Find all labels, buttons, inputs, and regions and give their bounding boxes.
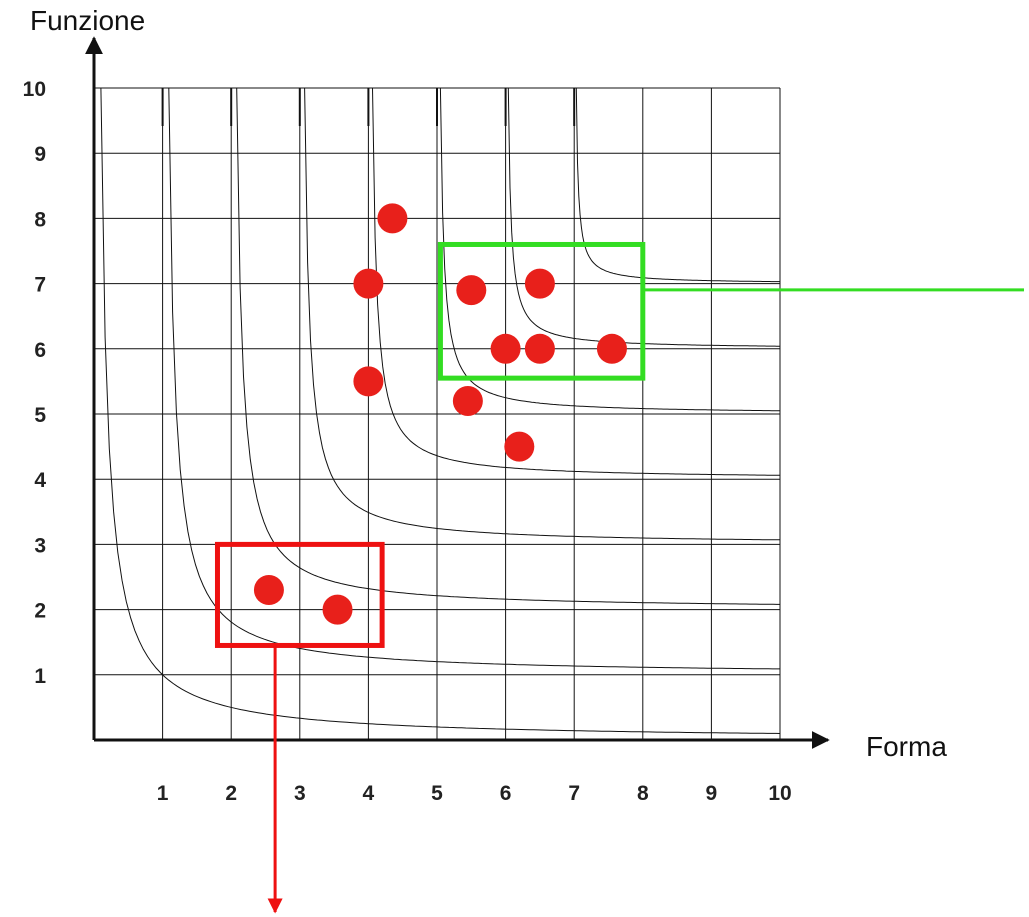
iso-curve	[372, 87, 780, 476]
data-point	[377, 203, 408, 234]
iso-curve	[575, 87, 780, 283]
iso-curves	[93, 87, 781, 734]
y-tick-label: 6	[34, 339, 46, 362]
iso-curve	[168, 87, 780, 670]
data-point	[253, 575, 284, 606]
data-point	[322, 594, 353, 625]
data-point	[524, 333, 555, 364]
y-tick-label: 5	[34, 404, 46, 427]
iso-curve	[439, 87, 780, 412]
y-tick-label: 1	[34, 665, 46, 688]
axes	[85, 36, 830, 749]
data-points	[253, 203, 627, 625]
data-point	[490, 333, 521, 364]
y-tick-label: 4	[34, 469, 46, 492]
data-point	[353, 268, 384, 299]
data-point	[353, 366, 384, 397]
y-tick-label: 8	[34, 208, 46, 231]
red-box	[214, 541, 385, 648]
x-tick-label: 3	[294, 782, 306, 805]
x-tick-label: 4	[363, 782, 375, 805]
data-point	[524, 268, 555, 299]
y-tick-label: 2	[34, 600, 46, 623]
iso-curve	[236, 87, 780, 605]
x-tick-label: 6	[500, 782, 512, 805]
iso-curve	[304, 87, 780, 541]
highlight-boxes	[214, 241, 1024, 914]
data-point	[452, 385, 483, 416]
x-tick-label: 2	[225, 782, 237, 805]
green-box	[437, 241, 646, 381]
tick-labels: 1 2 3 4 5 6 7 8 9 10 1 2 3 4 5 6 7 8 9 10	[23, 78, 792, 805]
x-tick-label: 1	[157, 782, 169, 805]
data-point	[504, 431, 535, 462]
y-tick-label: 10	[23, 78, 46, 101]
data-point	[596, 333, 627, 364]
y-tick-label: 7	[34, 274, 46, 297]
y-axis-title: Funzione	[30, 5, 145, 36]
x-tick-label: 5	[431, 782, 443, 805]
x-tick-label: 8	[637, 782, 649, 805]
data-point	[456, 275, 487, 306]
y-tick-label: 9	[34, 143, 46, 166]
x-tick-label: 7	[568, 782, 580, 805]
grid	[94, 87, 781, 740]
x-tick-label: 9	[706, 782, 718, 805]
x-axis-title: Forma	[866, 731, 947, 762]
x-tick-label: 10	[768, 782, 791, 805]
iso-curve	[100, 87, 781, 734]
y-tick-label: 3	[34, 534, 46, 557]
